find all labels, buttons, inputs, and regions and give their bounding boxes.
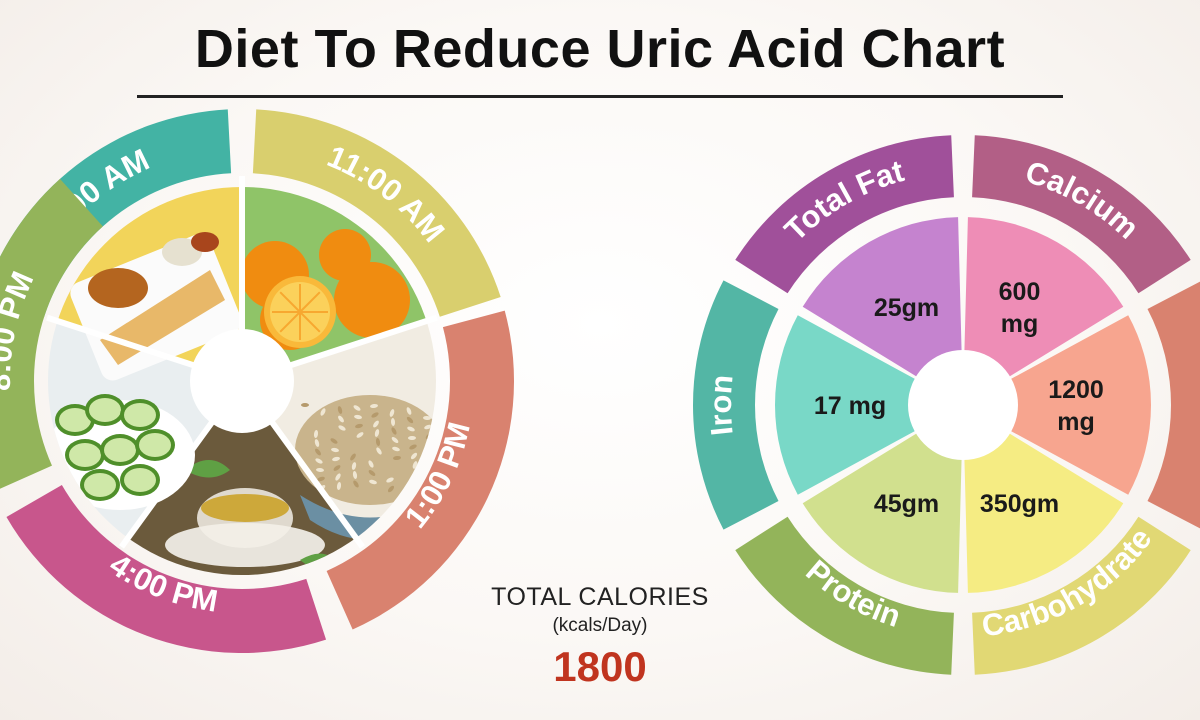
nutrient-value-line: 350gm xyxy=(980,490,1059,518)
meal-ring-segment-4 xyxy=(6,485,327,654)
nutrient-value-line: 1200 xyxy=(1048,376,1104,404)
nutrient-value-5: 45gm xyxy=(874,490,939,518)
nutrient-wheel-hub xyxy=(908,350,1018,460)
nutrient-value-line: mg xyxy=(1057,408,1095,436)
nutrient-ring-segment-4 xyxy=(972,516,1191,675)
nutrient-value-line: mg xyxy=(1001,310,1039,338)
nutrient-slice-1 xyxy=(802,217,963,405)
meal-food-photos xyxy=(48,187,436,575)
nutrient-value-line: 45gm xyxy=(874,490,939,518)
nutrient-ring-segment-1 xyxy=(735,135,954,294)
nutrient-slice-4 xyxy=(963,405,1124,593)
total-calories-unit: (kcals/Day) xyxy=(552,615,648,636)
nutrient-ring-segment-6 xyxy=(693,280,779,530)
nutrient-value-2: 600 mg xyxy=(999,278,1041,338)
meal-ring-segment-3 xyxy=(326,310,514,630)
meal-ring-segment-5 xyxy=(0,178,103,489)
nutrient-ring-segment-2 xyxy=(972,135,1191,294)
total-calories-value: 1800 xyxy=(553,643,647,690)
nutrient-value-4: 350gm xyxy=(980,490,1059,518)
nutrient-value-1: 25gm xyxy=(874,294,939,322)
meal-wheel-hub xyxy=(190,329,294,433)
page-title: Diet To Reduce Uric Acid Chart xyxy=(194,19,1006,79)
nutrient-value-3: 1200 mg xyxy=(1048,376,1104,436)
nutrient-slice-6 xyxy=(775,315,963,495)
nutrient-value-line: 600 xyxy=(999,278,1041,306)
nutrient-value-6: 17 mg xyxy=(814,392,886,420)
title-underline xyxy=(137,95,1063,98)
nutrient-value-line: 25gm xyxy=(874,294,939,322)
nutrient-slice-3 xyxy=(963,315,1151,495)
meal-ring-segment-2 xyxy=(252,109,501,317)
nutrient-value-line: 17 mg xyxy=(814,392,886,420)
nutrient-ring-segment-3 xyxy=(1147,281,1200,529)
total-calories-title: TOTAL CALORIES xyxy=(491,583,709,611)
nutrient-slice-2 xyxy=(963,217,1124,405)
nutrient-slice-5 xyxy=(802,405,963,593)
nutrient-ring-segment-5 xyxy=(735,516,954,675)
total-calories-block: TOTAL CALORIES (kcals/Day) 1800 xyxy=(455,583,745,691)
